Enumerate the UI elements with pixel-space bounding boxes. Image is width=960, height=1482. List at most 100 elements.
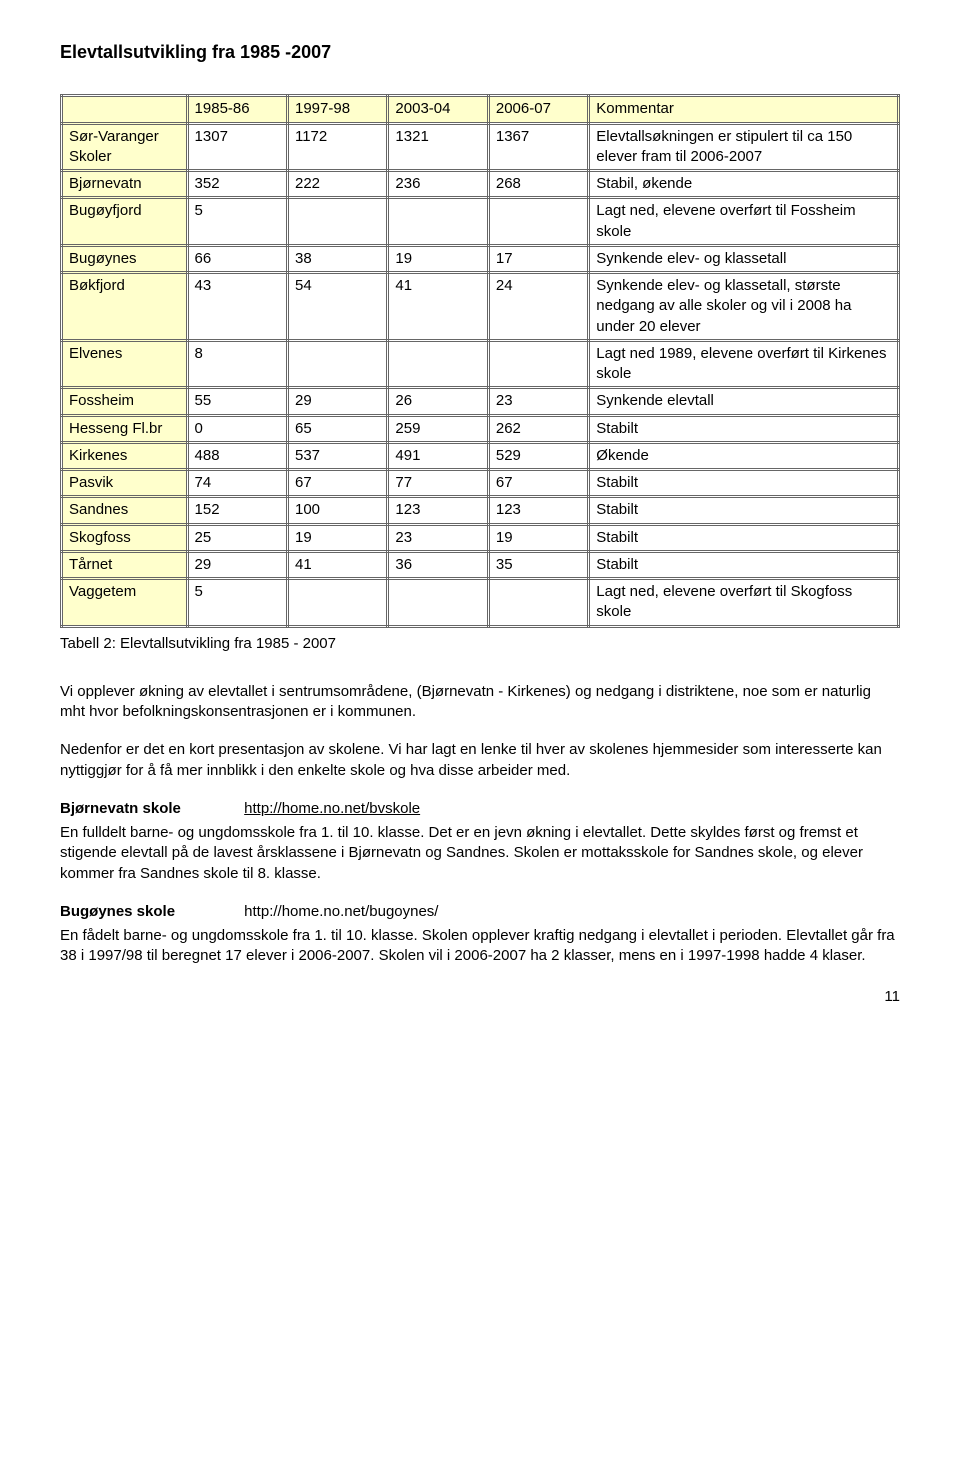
table-cell: Kirkenes (62, 442, 188, 469)
table-cell: 23 (388, 524, 488, 551)
table-cell: 67 (488, 470, 588, 497)
table-cell: 123 (488, 497, 588, 524)
paragraph: En fulldelt barne- og ungdomsskole fra 1… (60, 823, 900, 884)
table-cell: Bjørnevatn (62, 171, 188, 198)
paragraph: Vi opplever økning av elevtallet i sentr… (60, 682, 900, 723)
table-cell: 1367 (488, 123, 588, 171)
table-cell: 19 (388, 245, 488, 272)
table-cell: Lagt ned 1989, elevene overført til Kirk… (589, 340, 899, 388)
school-label: Bjørnevatn skole (60, 799, 240, 819)
table-cell: 491 (388, 442, 488, 469)
table-cell: 26 (388, 388, 488, 415)
table-cell: Tårnet (62, 551, 188, 578)
table-cell: Stabilt (589, 470, 899, 497)
table-cell: Stabil, økende (589, 171, 899, 198)
paragraph: Nedenfor er det en kort presentasjon av … (60, 740, 900, 781)
table-cell: Fossheim (62, 388, 188, 415)
paragraph: En fådelt barne- og ungdomsskole fra 1. … (60, 926, 900, 967)
table-cell: 152 (187, 497, 287, 524)
table-cell: Bøkfjord (62, 273, 188, 341)
table-caption: Tabell 2: Elevtallsutvikling fra 1985 - … (60, 634, 900, 654)
table-cell: 19 (287, 524, 387, 551)
table-cell (388, 340, 488, 388)
table-cell: 488 (187, 442, 287, 469)
col-header: Kommentar (589, 96, 899, 123)
col-header: 1985-86 (187, 96, 287, 123)
table-cell: 1172 (287, 123, 387, 171)
table-cell: 35 (488, 551, 588, 578)
table-cell: 1307 (187, 123, 287, 171)
table-cell: Sør-Varanger Skoler (62, 123, 188, 171)
table-cell: 262 (488, 415, 588, 442)
table-cell: 19 (488, 524, 588, 551)
table-cell: 65 (287, 415, 387, 442)
table-cell: Lagt ned, elevene overført til Fossheim … (589, 198, 899, 246)
school-link[interactable]: http://home.no.net/bvskole (244, 800, 420, 817)
table-cell: Elevtallsøkningen er stipulert til ca 15… (589, 123, 899, 171)
table-cell: Stabilt (589, 551, 899, 578)
table-cell: 38 (287, 245, 387, 272)
school-link[interactable]: http://home.no.net/bugoynes/ (244, 903, 438, 920)
table-cell: Synkende elevtall (589, 388, 899, 415)
table-cell: Skogfoss (62, 524, 188, 551)
table-cell: Økende (589, 442, 899, 469)
table-cell: 0 (187, 415, 287, 442)
table-cell: 259 (388, 415, 488, 442)
table-cell: 41 (388, 273, 488, 341)
table-cell: Stabilt (589, 415, 899, 442)
table-cell: Vaggetem (62, 579, 188, 627)
table-cell: 537 (287, 442, 387, 469)
table-cell: 77 (388, 470, 488, 497)
table-cell: 8 (187, 340, 287, 388)
table-cell: 100 (287, 497, 387, 524)
table-cell (388, 579, 488, 627)
col-header (62, 96, 188, 123)
table-cell: Bugøynes (62, 245, 188, 272)
table-cell: 25 (187, 524, 287, 551)
table-cell: 5 (187, 198, 287, 246)
table-cell: Synkende elev- og klassetall, største ne… (589, 273, 899, 341)
table-cell: 352 (187, 171, 287, 198)
table-cell (488, 579, 588, 627)
table-cell: Sandnes (62, 497, 188, 524)
table-cell: 41 (287, 551, 387, 578)
col-header: 2006-07 (488, 96, 588, 123)
table-cell: Hesseng Fl.br (62, 415, 188, 442)
table-cell: Bugøyfjord (62, 198, 188, 246)
table-cell: Stabilt (589, 524, 899, 551)
table-cell: 36 (388, 551, 488, 578)
table-cell: 5 (187, 579, 287, 627)
table-cell: Stabilt (589, 497, 899, 524)
page-heading: Elevtallsutvikling fra 1985 -2007 (60, 40, 900, 64)
table-cell (488, 198, 588, 246)
page-number: 11 (60, 987, 900, 1007)
table-cell: 236 (388, 171, 488, 198)
table-cell: 268 (488, 171, 588, 198)
table-cell: 222 (287, 171, 387, 198)
table-cell: 123 (388, 497, 488, 524)
table-cell: 74 (187, 470, 287, 497)
table-cell: 43 (187, 273, 287, 341)
table-cell: Elvenes (62, 340, 188, 388)
table-cell: 54 (287, 273, 387, 341)
col-header: 2003-04 (388, 96, 488, 123)
table-cell (287, 198, 387, 246)
table-cell (388, 198, 488, 246)
col-header: 1997-98 (287, 96, 387, 123)
table-cell (287, 579, 387, 627)
table-cell (488, 340, 588, 388)
table-cell: Pasvik (62, 470, 188, 497)
table-cell: 1321 (388, 123, 488, 171)
table-cell (287, 340, 387, 388)
table-cell: Lagt ned, elevene overført til Skogfoss … (589, 579, 899, 627)
table-cell: 24 (488, 273, 588, 341)
table-cell: 67 (287, 470, 387, 497)
table-cell: 29 (287, 388, 387, 415)
table-cell: 23 (488, 388, 588, 415)
table-cell: 529 (488, 442, 588, 469)
table-cell: 29 (187, 551, 287, 578)
table-cell: 55 (187, 388, 287, 415)
table-cell: 17 (488, 245, 588, 272)
data-table: 1985-86 1997-98 2003-04 2006-07 Kommenta… (60, 94, 900, 627)
table-cell: 66 (187, 245, 287, 272)
